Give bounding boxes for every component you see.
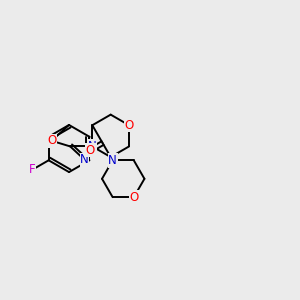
Text: O: O: [47, 134, 56, 147]
Text: N: N: [80, 153, 89, 166]
Text: N: N: [108, 154, 117, 167]
Text: F: F: [29, 164, 35, 176]
Text: O: O: [86, 144, 95, 157]
Text: N: N: [88, 140, 97, 153]
Text: O: O: [129, 190, 139, 204]
Text: O: O: [124, 119, 134, 132]
